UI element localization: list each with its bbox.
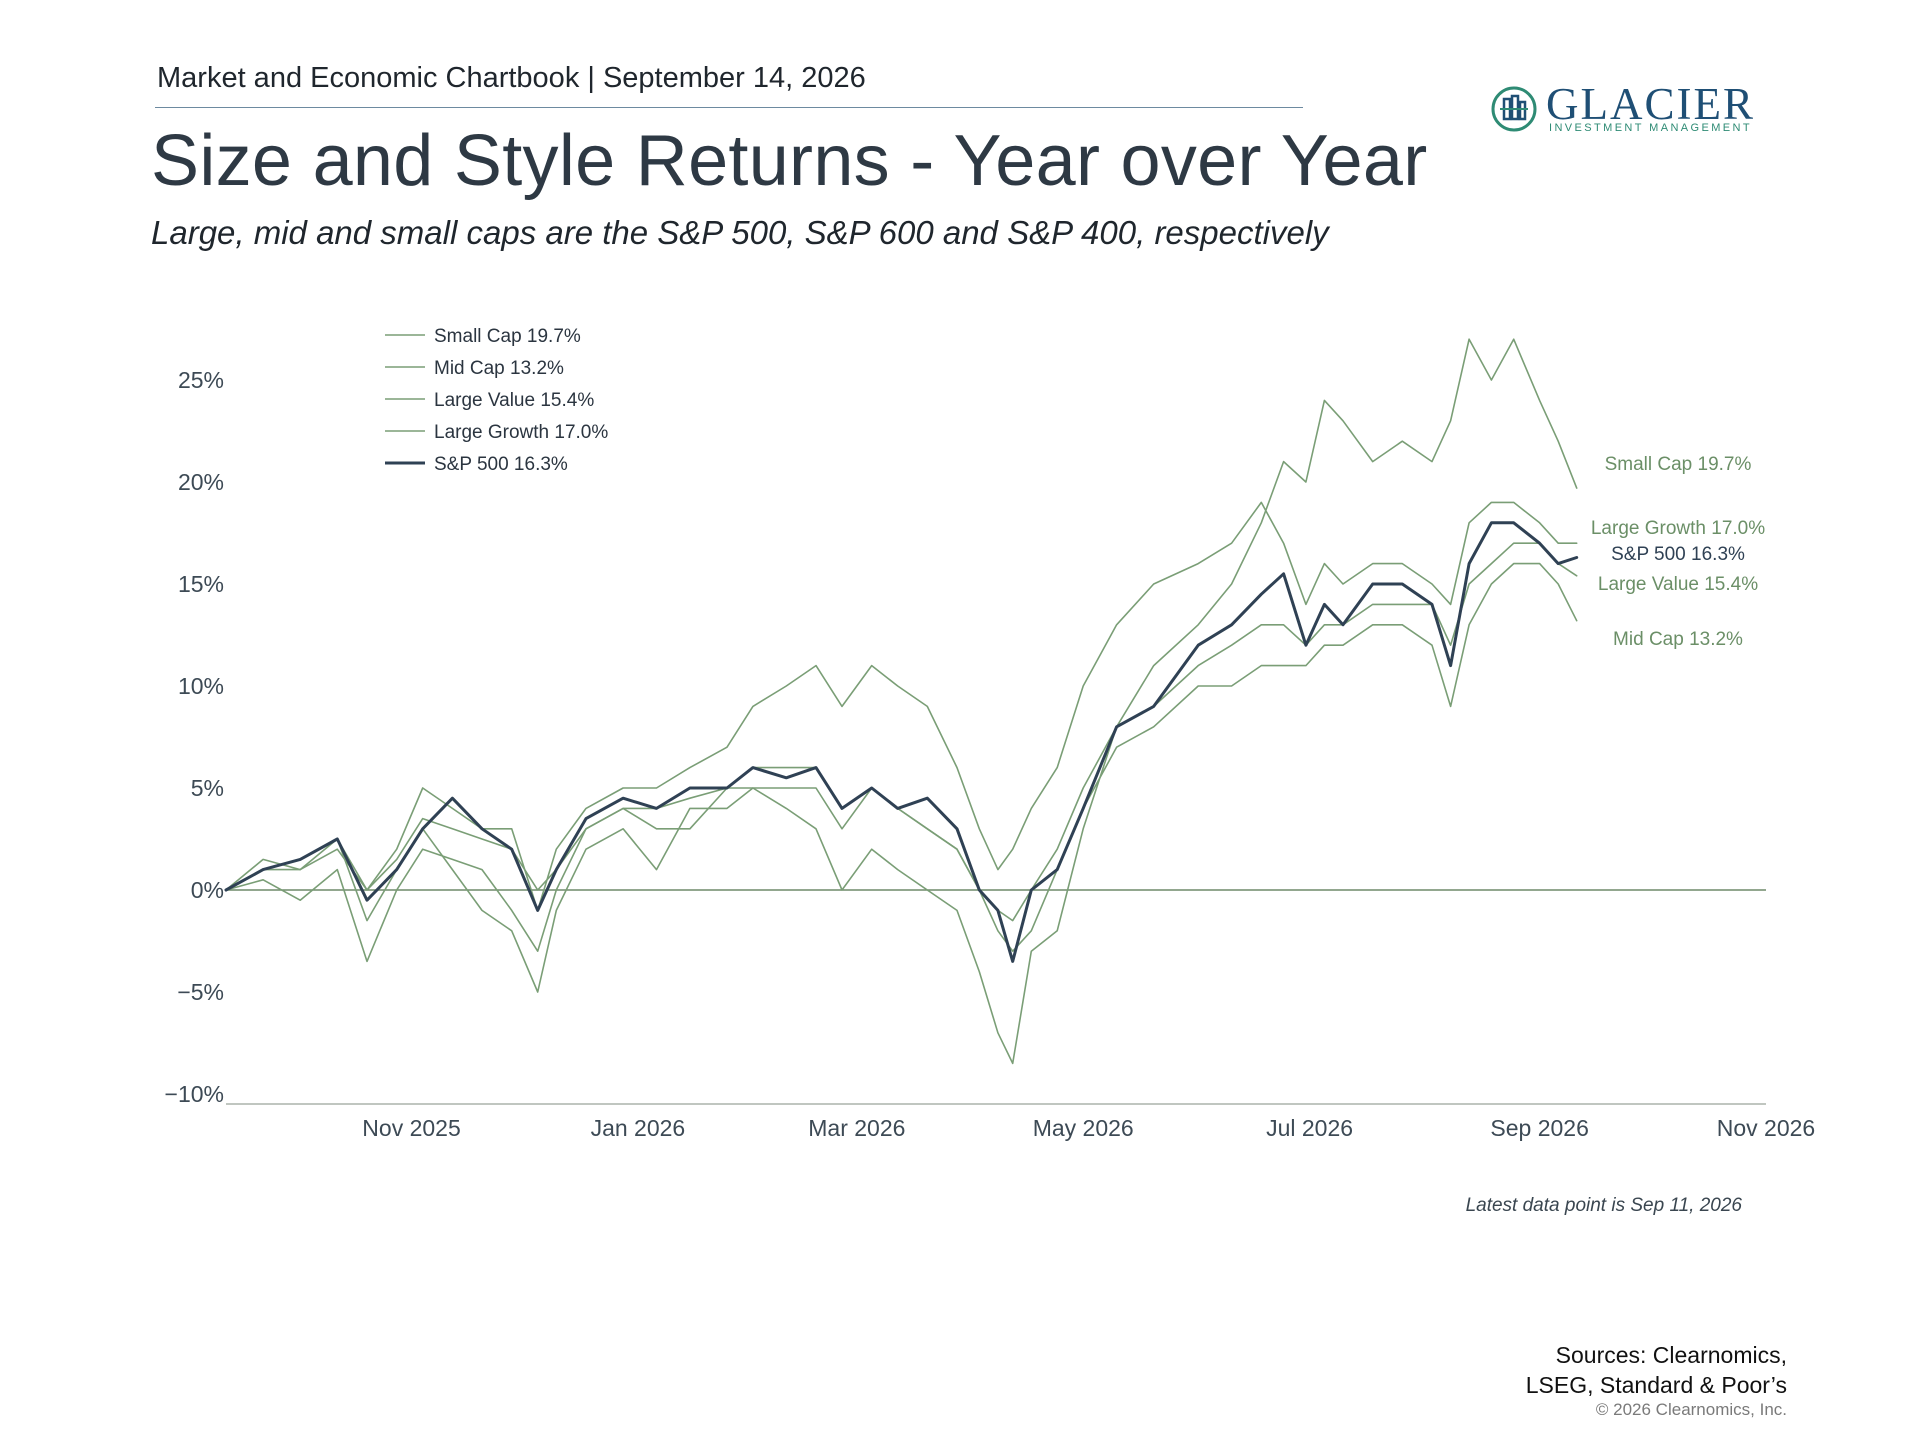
copyright-note: © 2026 Clearnomics, Inc.: [1595, 1400, 1787, 1419]
y-tick-label: 20%: [178, 469, 224, 495]
x-tick-label: Sep 2026: [1490, 1115, 1588, 1141]
x-tick-label: Nov 2025: [362, 1115, 460, 1141]
y-tick-label: 25%: [178, 367, 224, 393]
series-end-label: Small Cap 19.7%: [1605, 454, 1752, 475]
header-divider: [155, 107, 1303, 108]
x-tick-label: Nov 2026: [1717, 1115, 1815, 1141]
x-tick-label: Jan 2026: [591, 1115, 686, 1141]
legend-label: Large Value 15.4%: [434, 390, 594, 411]
y-tick-label: 5%: [191, 775, 224, 801]
glacier-logo: GLACIER INVESTMENT MANAGEMENT: [1490, 78, 1770, 138]
chartbook-header: Market and Economic Chartbook | Septembe…: [157, 62, 866, 94]
page-subtitle: Large, mid and small caps are the S&P 50…: [151, 214, 1329, 251]
x-tick-label: Mar 2026: [808, 1115, 905, 1141]
y-tick-label: 15%: [178, 571, 224, 597]
series-line: [225, 542, 1578, 922]
series-end-label: S&P 500 16.3%: [1611, 544, 1745, 565]
series-line: [225, 501, 1578, 912]
y-tick-label: 10%: [178, 673, 224, 699]
series-end-label: Mid Cap 13.2%: [1613, 629, 1743, 650]
y-tick-label: 0%: [191, 877, 224, 903]
y-tick-label: −10%: [165, 1081, 224, 1107]
logo-tagline: INVESTMENT MANAGEMENT: [1549, 122, 1752, 134]
x-tick-label: Jul 2026: [1266, 1115, 1353, 1141]
logo-wordmark: GLACIER: [1546, 79, 1755, 129]
sources-line-1: Sources: Clearnomics,: [1555, 1342, 1787, 1368]
latest-data-note: Latest data point is Sep 11, 2026: [1465, 1195, 1742, 1216]
legend-label: Small Cap 19.7%: [434, 326, 581, 347]
series-line: [225, 338, 1578, 1065]
sources-line-2: LSEG, Standard & Poor’s: [1525, 1372, 1787, 1398]
x-tick-label: May 2026: [1033, 1115, 1134, 1141]
glacier-logo-icon: [1491, 86, 1537, 132]
series-end-label: Large Growth 17.0%: [1591, 518, 1765, 539]
y-tick-label: −5%: [177, 979, 224, 1005]
legend-label: S&P 500 16.3%: [434, 454, 568, 475]
series-line: [225, 562, 1578, 963]
sources-note: Sources: Clearnomics, LSEG, Standard & P…: [1526, 1340, 1787, 1400]
series-end-label: Large Value 15.4%: [1598, 574, 1758, 595]
legend-label: Large Growth 17.0%: [434, 422, 608, 443]
legend-label: Mid Cap 13.2%: [434, 358, 564, 379]
page-title: Size and Style Returns - Year over Year: [151, 121, 1428, 201]
series-line: [224, 521, 1579, 963]
